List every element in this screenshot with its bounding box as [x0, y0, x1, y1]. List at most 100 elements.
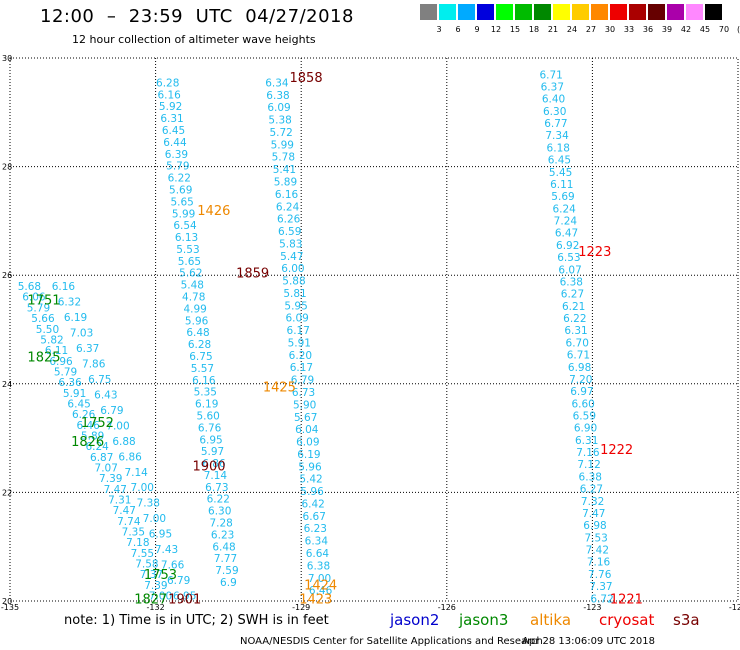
wave-height-value: 4.99	[183, 303, 206, 315]
legend-altika: altika	[530, 611, 572, 629]
wave-height-value: 6.77	[544, 118, 567, 130]
wave-height-value: 5.79	[54, 366, 77, 378]
legend-s3a: s3a	[673, 611, 700, 629]
wave-height-value: 6.27	[580, 484, 603, 496]
color-scale-label: 15	[509, 25, 521, 34]
wave-height-value: 4.78	[182, 292, 205, 304]
wave-height-value: 7.86	[82, 358, 106, 370]
color-swatch	[610, 4, 627, 20]
wave-height-value: 6.79	[167, 575, 190, 587]
pass-time-label: 1426	[197, 204, 230, 219]
wave-height-value: 5.83	[279, 238, 302, 250]
color-scale-label: 12	[490, 25, 502, 34]
wave-height-value: 6.19	[297, 449, 320, 461]
wave-height-value: 5.97	[201, 446, 224, 458]
x-tick-label: -135	[1, 603, 19, 612]
wave-height-value: 5.68	[18, 281, 41, 293]
wave-height-value: 6.45	[548, 155, 571, 167]
wave-height-value: 6.98	[583, 520, 606, 532]
color-scale-label: 39	[661, 25, 673, 34]
color-scale-label: 9	[474, 25, 480, 34]
wave-height-value: 6.75	[88, 374, 111, 386]
wave-height-value: 6.86	[118, 451, 142, 463]
wave-height-value: 6.34	[305, 536, 329, 548]
wave-height-value: 6.54	[173, 220, 197, 232]
wave-height-value: 6.67	[303, 511, 326, 523]
pass-time-label: 1222	[600, 443, 633, 458]
wave-height-value: 6.73	[292, 387, 315, 399]
y-tick-label: 26	[2, 271, 12, 280]
wave-height-value: 7.66	[161, 560, 185, 572]
wave-height-value: 6.53	[557, 252, 580, 264]
color-swatch	[439, 4, 456, 20]
wave-height-value: 6.38	[579, 471, 602, 483]
y-tick-label: 20	[2, 597, 12, 606]
wave-height-value: 5.99	[172, 208, 195, 220]
plot-frame	[9, 57, 739, 602]
pass-time-label: 1826	[71, 435, 104, 450]
wave-height-value: 6.21	[562, 301, 585, 313]
wave-height-value: 5.96	[298, 461, 322, 473]
pass-time-label: 1858	[290, 71, 323, 86]
wave-height-value: 7.00	[149, 591, 172, 603]
wave-height-value: 7.20	[569, 374, 592, 386]
wave-height-value: 6.59	[278, 226, 301, 238]
color-swatch	[553, 4, 570, 20]
wave-height-value: 6.47	[555, 228, 578, 240]
wave-height-value: 5.81	[283, 288, 306, 300]
wave-height-value: 6.46	[309, 585, 333, 597]
wave-height-value: 6.71	[567, 350, 590, 362]
color-swatch	[648, 4, 665, 20]
wave-height-value: 6.06	[22, 292, 46, 304]
wave-height-value: 7.28	[209, 518, 232, 530]
wave-height-value: 7.00	[131, 482, 154, 494]
color-scale-label: 42	[680, 25, 692, 34]
wave-height-value: 5.96	[185, 315, 209, 327]
wave-height-value: 6.46	[76, 420, 100, 432]
wave-height-value: 7.59	[215, 565, 238, 577]
color-swatch	[458, 4, 475, 20]
color-scale-label: 30	[604, 25, 616, 34]
wave-height-value: 5.91	[288, 337, 311, 349]
wave-height-value: 6.37	[541, 81, 564, 93]
wave-height-value: 6.22	[563, 313, 586, 325]
wave-height-value: 6.38	[560, 276, 583, 288]
wave-height-value: 6.48	[186, 327, 209, 339]
wave-height-value: 6.23	[304, 523, 327, 535]
wave-height-value: 5.78	[272, 152, 295, 164]
wave-height-value: 7.77	[214, 553, 237, 565]
wave-height-value: 6.70	[566, 337, 589, 349]
wave-height-value: 7.12	[577, 459, 600, 471]
y-tick-label: 30	[2, 54, 12, 63]
wave-height-value: 6.07	[558, 264, 581, 276]
wave-height-value: 7.47	[113, 505, 136, 517]
wave-height-value: 6.30	[543, 106, 566, 118]
wave-height-value: 6.27	[561, 289, 584, 301]
wave-height-value: 5.38	[268, 115, 291, 127]
pass-time-label: 1827	[134, 592, 167, 607]
wave-height-value: 6.24	[85, 441, 109, 453]
wave-height-value: 5.72	[269, 127, 292, 139]
wave-height-value: 7.00	[143, 513, 166, 525]
color-swatch	[629, 4, 646, 20]
color-swatch	[477, 4, 494, 20]
color-scale-label: (ft)	[736, 25, 740, 34]
color-scale-label: 6	[455, 25, 461, 34]
wave-height-value: 5.69	[169, 184, 192, 196]
altimeter-plot: -135 -132 -129 -126 -123 -120 30 28 26 24 22 20 6.28…	[1, 54, 740, 612]
wave-height-value: 5.47	[280, 251, 303, 263]
wave-height-value: 6.92	[556, 240, 579, 252]
wave-height-value: 7.35	[122, 527, 145, 539]
wave-height-value: 7.00	[308, 573, 331, 585]
wave-height-value: 5.62	[179, 268, 202, 280]
wave-height-value: 7.32	[581, 496, 604, 508]
wave-height-value: 5.48	[181, 280, 204, 292]
wave-height-value: 6.40	[542, 94, 565, 106]
wave-height-value: 7.55	[131, 548, 154, 560]
wave-height-value: 5.69	[551, 191, 574, 203]
color-scale-label: 36	[642, 25, 654, 34]
wave-height-value: 6.04	[295, 424, 319, 436]
wave-height-value: 7.39	[144, 580, 167, 592]
x-tick-label: -126	[438, 603, 456, 612]
x-tick-label: -123	[583, 603, 601, 612]
